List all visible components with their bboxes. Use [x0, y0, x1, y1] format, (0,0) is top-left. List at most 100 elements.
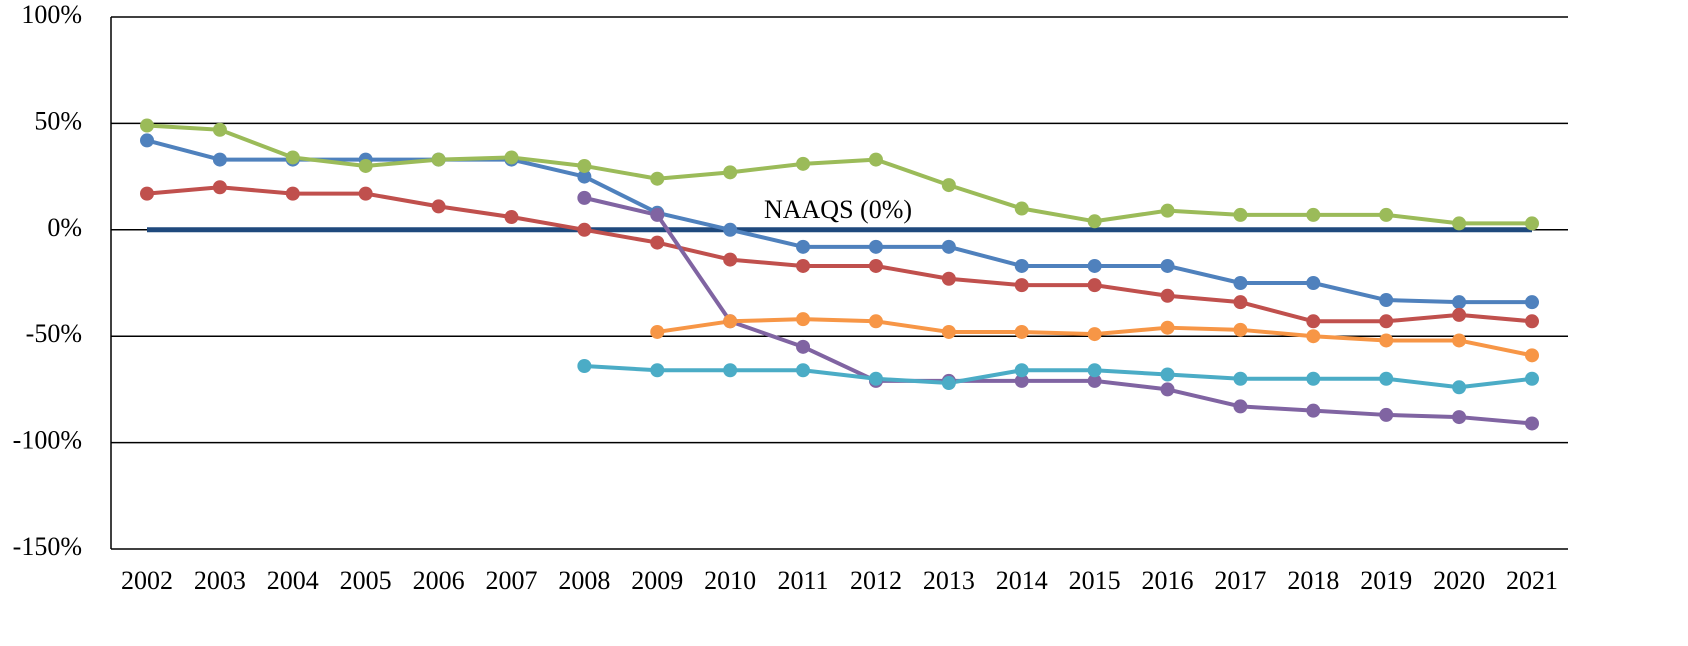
data-point: [1379, 293, 1394, 308]
data-point: [796, 239, 811, 254]
data-point: [1233, 295, 1248, 310]
data-point: [1525, 416, 1539, 431]
data-point: [1160, 288, 1175, 303]
x-tick-label: 2017: [1214, 566, 1266, 595]
x-tick-label: 2010: [704, 566, 756, 595]
data-point: [1233, 322, 1248, 337]
data-point: [723, 314, 738, 329]
x-tick-label: 2006: [413, 566, 465, 595]
data-point: [1160, 320, 1175, 335]
y-tick-label: 100%: [21, 0, 82, 29]
x-tick-label: 2012: [850, 566, 902, 595]
data-point: [1014, 201, 1029, 216]
annotation: NAAQS (0%): [764, 195, 912, 224]
data-point: [1087, 373, 1102, 388]
data-point: [1233, 276, 1248, 290]
data-point: [650, 363, 665, 378]
data-point: [723, 222, 738, 237]
data-point: [796, 339, 811, 354]
data-point: [577, 222, 592, 237]
data-point: [504, 210, 519, 225]
data-point: [1379, 314, 1394, 329]
data-point: [1160, 258, 1175, 273]
data-point: [868, 152, 883, 167]
data-point: [577, 358, 592, 373]
data-point: [1014, 278, 1029, 293]
data-point: [1379, 207, 1394, 222]
series-line: [146, 138, 1532, 305]
x-tick-label: 2008: [558, 566, 610, 595]
data-point: [431, 199, 446, 214]
data-point: [650, 207, 665, 222]
data-point: [1014, 363, 1029, 378]
data-point: [358, 186, 373, 201]
data-point: [1160, 382, 1175, 397]
x-tick-label: 2004: [267, 566, 319, 595]
data-point: [140, 118, 154, 133]
x-tick-label: 2013: [923, 566, 975, 595]
data-point: [1525, 314, 1539, 329]
x-tick-label: 2007: [485, 566, 537, 595]
data-point: [868, 258, 883, 273]
data-point: [868, 239, 883, 254]
data-point: [1306, 403, 1321, 418]
data-point: [1379, 333, 1394, 348]
data-point: [1525, 371, 1539, 386]
data-point: [1379, 407, 1394, 422]
data-point: [140, 133, 154, 148]
data-point: [212, 152, 227, 167]
data-point: [1379, 371, 1394, 386]
y-tick-label: -100%: [13, 426, 82, 455]
x-tick-label: 2005: [340, 566, 392, 595]
data-point: [1014, 258, 1029, 273]
data-point: [650, 171, 665, 186]
x-tick-label: 2009: [631, 566, 683, 595]
data-point: [431, 152, 446, 167]
data-point: [1452, 216, 1467, 231]
data-point: [941, 271, 956, 286]
data-point: [1233, 207, 1248, 222]
series-line: [146, 123, 1532, 226]
data-point: [868, 314, 883, 329]
data-point: [723, 252, 738, 267]
data-point: [723, 165, 738, 180]
data-point: [1087, 363, 1102, 378]
data-point: [1233, 371, 1248, 386]
y-tick-label: 0%: [47, 213, 82, 242]
data-point: [796, 312, 811, 327]
data-point: [650, 235, 665, 250]
data-point: [1452, 380, 1467, 395]
data-point: [796, 363, 811, 378]
data-point: [1014, 324, 1029, 339]
data-point: [723, 363, 738, 378]
data-point: [650, 324, 665, 339]
data-point: [1014, 373, 1029, 388]
x-tick-label: 2016: [1142, 566, 1194, 595]
y-tick-label: -150%: [13, 532, 82, 561]
data-point: [796, 156, 811, 171]
data-point: [577, 190, 592, 205]
data-point: [796, 258, 811, 273]
data-point: [285, 150, 300, 165]
data-point: [941, 178, 956, 193]
data-point: [1306, 314, 1321, 329]
data-point: [941, 324, 956, 339]
data-point: [1306, 207, 1321, 222]
data-point: [1306, 329, 1321, 344]
data-point: [285, 186, 300, 201]
data-point: [358, 158, 373, 173]
data-point: [1306, 276, 1321, 290]
series-line: [583, 195, 1533, 426]
x-tick-label: 2018: [1287, 566, 1339, 595]
x-tick-label: 2002: [121, 566, 173, 595]
data-point: [1452, 333, 1467, 348]
data-point: [1087, 214, 1102, 229]
data-point: [1087, 327, 1102, 342]
series-line: [584, 363, 1533, 390]
y-tick-label: -50%: [26, 319, 82, 348]
x-tick-label: 2003: [194, 566, 246, 595]
data-point: [504, 150, 519, 165]
data-point: [868, 371, 883, 386]
x-tick-label: 2014: [996, 566, 1048, 595]
x-tick-label: 2021: [1506, 566, 1558, 595]
